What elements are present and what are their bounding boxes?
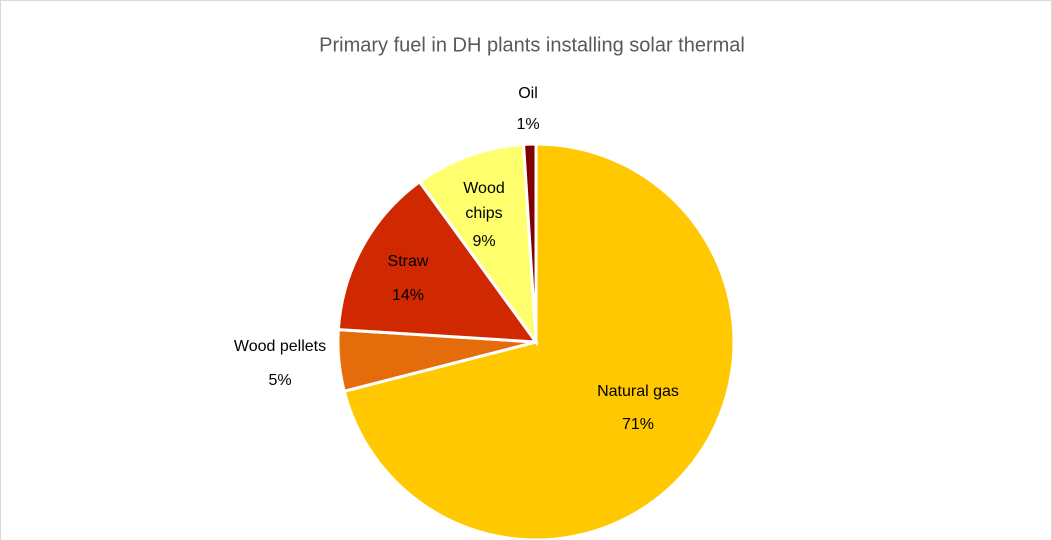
pie-slice [336, 179, 540, 344]
slice-value-label: 9% [472, 233, 495, 250]
slice-label: Natural gas [597, 383, 679, 400]
pie-slice [521, 142, 538, 343]
pie-slice [417, 142, 538, 348]
slice-value-label: 1% [516, 116, 539, 133]
pie-slice [342, 142, 736, 540]
slice-label: Straw [388, 253, 429, 270]
slice-label: Wood chips [463, 180, 505, 222]
chart-title: Primary fuel in DH plants installing sol… [319, 34, 745, 56]
slice-label: Wood pellets [234, 338, 326, 355]
slice-value-label: 71% [622, 416, 654, 433]
slice-value-label: 14% [392, 287, 424, 304]
slice-label: Oil [518, 85, 538, 102]
slice-value-label: 5% [268, 372, 291, 389]
